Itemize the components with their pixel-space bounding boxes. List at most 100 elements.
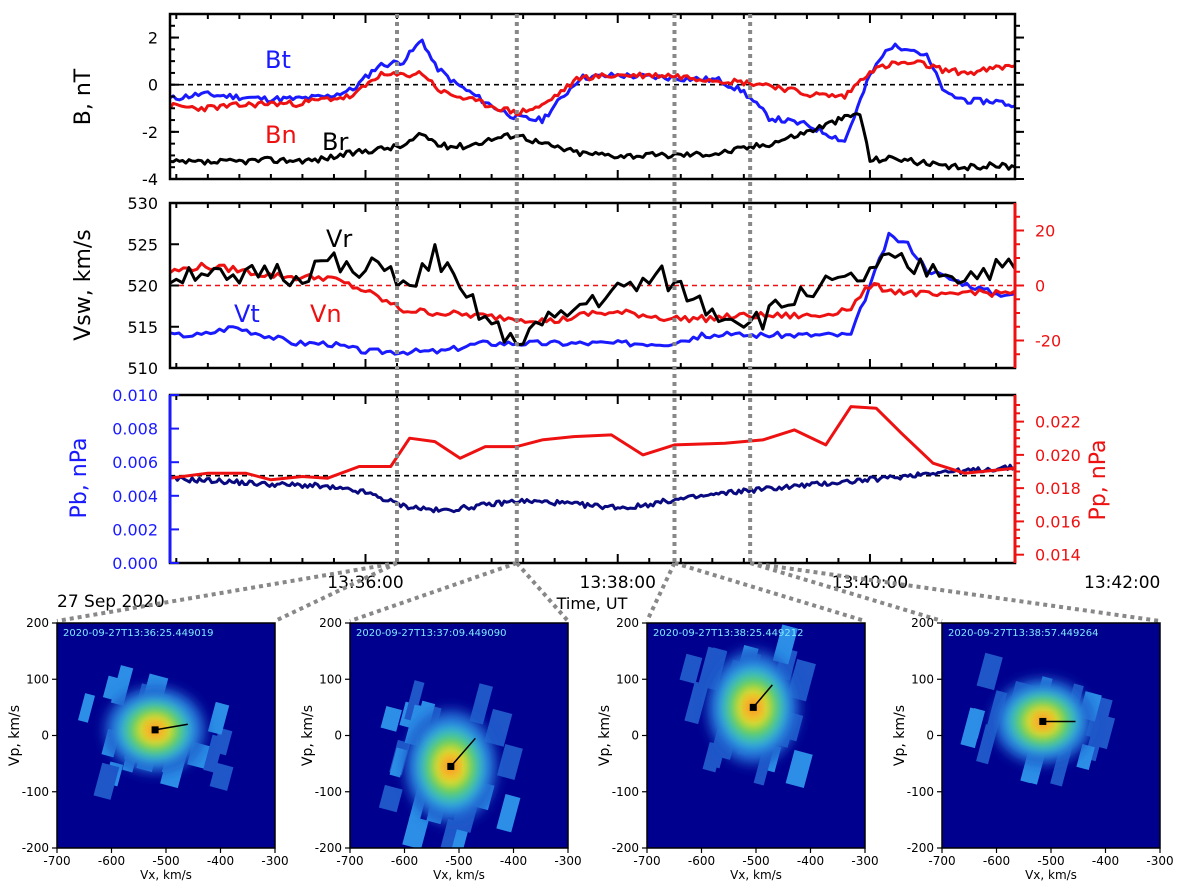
y-tick-label: 0.008 — [112, 420, 158, 439]
y-tick-label: 2 — [148, 29, 158, 48]
vdf-x-tick-label: -400 — [797, 854, 824, 868]
vdf-x-tick-label: -600 — [688, 854, 715, 868]
panel-b-ylabel: B, nT — [71, 68, 96, 125]
vdf-y-tick-label: 200 — [616, 616, 639, 630]
y-tick-label: 515 — [127, 318, 158, 337]
series-bn — [170, 59, 1015, 117]
vdf-x-tick-label: -300 — [554, 854, 581, 868]
panel-b: 2 0 -2 -4 B, nT Bt Bn Br — [71, 12, 1024, 189]
vdf-y-tick-label: -100 — [22, 785, 49, 799]
vdf-y-tick-label: -100 — [907, 785, 934, 799]
vdf-y-tick-label: 0 — [41, 729, 49, 743]
vdf-streak — [440, 818, 459, 848]
vdf-streak — [93, 762, 120, 800]
vdf-x-tick-label: -300 — [851, 854, 878, 868]
vdf-y-tick-label: 100 — [911, 672, 934, 686]
label-vn: Vn — [310, 300, 342, 328]
vdf-streak — [966, 707, 986, 739]
y2-tick-label: 0.016 — [1035, 512, 1081, 531]
y2-tick-label: -20 — [1035, 332, 1061, 351]
vdf-y-tick-label: -200 — [315, 841, 342, 855]
vdf-streak — [484, 708, 513, 747]
vdf-y-tick-label: 100 — [26, 672, 49, 686]
vdf-streak — [1076, 743, 1095, 771]
vdf-streak — [207, 701, 230, 735]
vdf-ylabel: Vp, km/s — [7, 705, 23, 766]
vdf-ylabel: Vp, km/s — [300, 705, 316, 766]
label-vt: Vt — [234, 300, 260, 328]
vdf-y-tick-label: 0 — [631, 729, 639, 743]
panel-p-ylabel: Pb, nPa — [67, 438, 92, 519]
vdf-y-tick-label: -200 — [612, 841, 639, 855]
panel-b-series — [170, 38, 1015, 172]
vdf-y-tick-label: 200 — [911, 616, 934, 630]
vdf-x-tick-label: -400 — [1092, 854, 1119, 868]
vdf-streak — [77, 693, 96, 723]
vdf-peak-marker — [447, 762, 455, 770]
y-tick-label: 525 — [127, 235, 158, 254]
series-vn — [170, 261, 1015, 325]
vdf-streak — [203, 734, 225, 773]
panel-p: 0.010 0.008 0.006 0.004 0.002 0.000 0.022 0.020… — [67, 386, 1111, 573]
event-connector-right — [515, 561, 570, 623]
series-br — [170, 112, 1015, 172]
panel-v-ylabel: Vsw, km/s — [71, 229, 96, 341]
vdf-streak — [679, 653, 703, 684]
panel-v-ticks: 530 525 520 515 510 20 0 -20 — [127, 194, 1061, 378]
vdf-x-tick-label: -700 — [336, 854, 363, 868]
y2-tick-label: 0.014 — [1035, 546, 1081, 565]
panel-v-series — [170, 231, 1015, 356]
vdf-panels: 2020-09-27T13:36:25.449019 -700 -600 -500 -4… — [7, 616, 1174, 882]
vdf-vector — [154, 723, 188, 731]
panel-p-series — [170, 405, 1015, 514]
y-tick-label: 530 — [127, 194, 158, 213]
vdf-y-tick-label: -200 — [907, 841, 934, 855]
vdf-streak — [389, 747, 408, 778]
y-tick-label: 520 — [127, 277, 158, 296]
vdf-y-tick-label: -100 — [612, 785, 639, 799]
vdf-vector — [450, 737, 476, 767]
vdf-xlabel: Vx, km/s — [1025, 868, 1077, 882]
event-connector-left — [749, 561, 943, 623]
y-tick-label: 0.006 — [112, 453, 158, 472]
vdf-x-tick-label: -600 — [98, 854, 125, 868]
vdf-y-tick-label: -100 — [315, 785, 342, 799]
vdf-streak — [469, 683, 493, 725]
event-connector-left — [645, 562, 677, 622]
y-tick-label: 0.002 — [112, 520, 158, 539]
event-connector-left — [349, 561, 518, 623]
vdf-timestamp: 2020-09-27T13:37:09.449090 — [356, 628, 507, 639]
vdf-ylabel: Vp, km/s — [892, 705, 908, 766]
series-pb — [170, 463, 1015, 514]
time-tick-label: 13:40:00 — [832, 573, 908, 593]
vdf-y-tick-label: 200 — [26, 616, 49, 630]
vdf-x-tick-label: -600 — [983, 854, 1010, 868]
time-tick-label: 13:38:00 — [580, 573, 656, 593]
event-markers — [56, 14, 1161, 623]
vdf-xlabel: Vx, km/s — [140, 868, 192, 882]
vdf-streak — [378, 784, 403, 813]
vdf-x-tick-label: -400 — [500, 854, 527, 868]
y-tick-label: -2 — [142, 123, 158, 142]
panel-b-ticks: 2 0 -2 -4 — [142, 14, 1024, 189]
vdf-streak — [402, 815, 429, 848]
vdf-y-tick-label: 200 — [319, 616, 342, 630]
vdf-streak — [404, 704, 428, 746]
vdf-streak — [496, 793, 521, 833]
y-tick-label: 0.000 — [112, 554, 158, 573]
y-tick-label: 510 — [127, 359, 158, 378]
event-connector-right — [274, 561, 398, 623]
vdf-streak — [102, 675, 128, 703]
vdf-vector — [752, 684, 773, 708]
vdf-timestamp: 2020-09-27T13:38:25.449212 — [653, 628, 804, 639]
y2-tick-label: 0.022 — [1035, 413, 1081, 432]
vdf-y-tick-label: 100 — [616, 672, 639, 686]
event-connector-left — [56, 561, 398, 623]
vdf-panel-4: 2020-09-27T13:38:57.449264 -700 -600 -500 -4… — [892, 616, 1174, 882]
vdf-timestamp: 2020-09-27T13:38:57.449264 — [948, 628, 1099, 639]
y-tick-label: -4 — [142, 170, 158, 189]
series-bt — [170, 38, 1015, 143]
event-connector-right — [749, 561, 1161, 623]
